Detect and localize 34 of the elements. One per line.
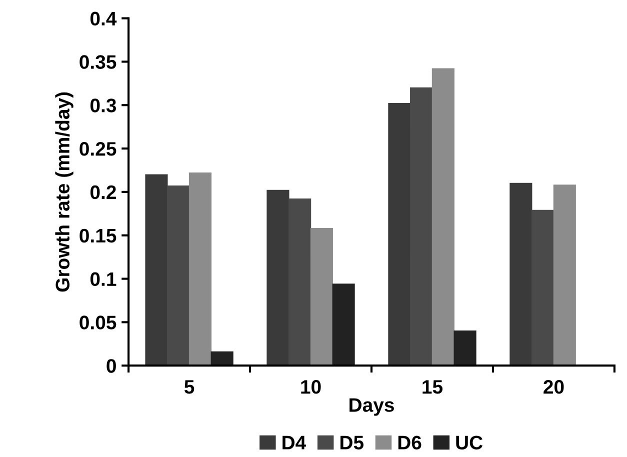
bar <box>266 190 290 366</box>
y-tick-label: 0.4 <box>90 12 117 26</box>
x-tick-label: 15 <box>422 380 443 394</box>
x-axis-title: Days <box>350 398 394 416</box>
legend-label: UC <box>456 436 483 450</box>
y-tick-label: 0.15 <box>80 228 116 243</box>
bar <box>553 184 576 366</box>
x-tick-label: 10 <box>301 380 321 394</box>
legend-label: D4 <box>282 436 306 450</box>
x-tick-label: 5 <box>184 380 194 394</box>
y-tick-label: 0.3 <box>90 98 116 112</box>
y-tick-label: 0.35 <box>80 55 116 69</box>
bar <box>388 103 411 366</box>
bar <box>432 68 454 366</box>
bar <box>310 228 333 366</box>
bar <box>454 330 476 366</box>
bar <box>145 174 168 366</box>
y-tick-label: 0.25 <box>80 142 116 156</box>
bar <box>210 351 234 366</box>
bar <box>332 284 355 366</box>
bar <box>410 87 433 366</box>
bar <box>188 172 212 366</box>
bar <box>167 186 190 366</box>
y-axis-title: Growth rate (mm/day) <box>55 92 74 292</box>
y-tick-label: 0.1 <box>90 272 116 286</box>
bar <box>532 210 554 366</box>
bar <box>288 198 312 366</box>
y-tick-label: 0.2 <box>90 185 116 200</box>
legend-label: D6 <box>398 436 422 450</box>
y-tick-label: 0 <box>106 359 116 373</box>
x-tick-label: 20 <box>544 380 564 394</box>
bar <box>510 182 532 366</box>
legend-label: D5 <box>340 436 364 450</box>
y-tick-label: 0.05 <box>80 316 116 330</box>
